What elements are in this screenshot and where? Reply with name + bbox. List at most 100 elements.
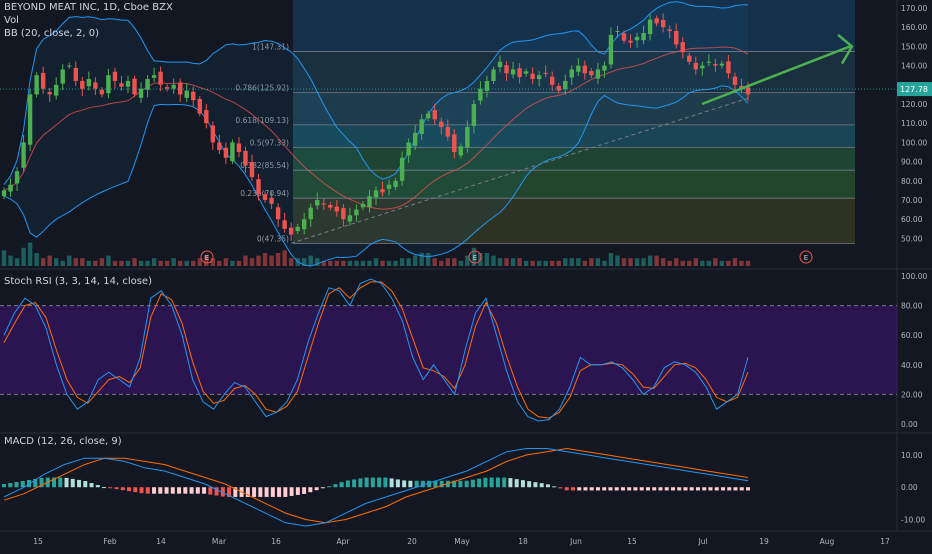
candle-body	[628, 40, 633, 43]
macd-histogram-bar	[202, 487, 207, 494]
candle-body	[517, 68, 522, 78]
macd-histogram-bar	[739, 487, 744, 491]
price-axis-tick: 70.00	[901, 196, 923, 205]
volume-bar	[171, 258, 176, 266]
volume-bar	[40, 258, 46, 266]
volume-bar	[334, 260, 340, 266]
time-axis-tick: Apr	[337, 537, 351, 546]
earnings-marker	[200, 250, 214, 264]
candle-body	[484, 80, 490, 91]
candle-body	[700, 65, 705, 69]
macd-histogram-bar	[620, 487, 625, 491]
volume-bar	[112, 260, 118, 266]
volume-bar	[504, 258, 509, 266]
macd-histogram-bar	[664, 487, 669, 491]
candle-body	[726, 61, 731, 74]
candle-body	[204, 110, 209, 124]
price-axis-tick: 170.00	[901, 4, 927, 13]
volume-bar	[27, 242, 33, 266]
volume-bar	[204, 255, 209, 266]
candle-body	[634, 36, 640, 41]
volume-bar	[86, 260, 92, 266]
candle-body	[556, 85, 561, 91]
candle-body	[654, 18, 659, 24]
macd-histogram-bar	[177, 487, 182, 494]
time-axis-tick: Aug	[820, 537, 835, 546]
candle-body	[197, 99, 202, 114]
candle-body	[386, 184, 392, 189]
price-axis-tick: 160.00	[901, 23, 927, 32]
candle-body	[491, 69, 496, 81]
candle-body	[693, 62, 698, 70]
macd-histogram-bar	[314, 487, 319, 491]
volume-bar	[608, 253, 614, 266]
volume-bar	[719, 260, 725, 266]
time-axis-tick: 14	[156, 537, 166, 546]
stoch-axis-tick: 20.00	[901, 390, 923, 399]
macd-histogram-bar	[133, 487, 138, 493]
candle-body	[178, 82, 183, 95]
volume-bar	[21, 247, 26, 266]
macd-histogram-bar	[89, 483, 94, 488]
candle-body	[523, 71, 529, 74]
volume-bar	[1, 250, 7, 266]
volume-bar	[354, 260, 359, 266]
chart-title: BEYOND MEAT INC, 1D, Cboe BZX	[4, 2, 173, 13]
candle-body	[67, 65, 72, 67]
macd-histogram-bar	[302, 487, 307, 494]
volume-bar	[328, 260, 333, 266]
macd-histogram-bar	[70, 478, 75, 488]
candle-body	[308, 207, 313, 220]
candle-body	[713, 64, 718, 66]
macd-histogram-bar	[627, 487, 632, 491]
macd-histogram-bar	[189, 487, 194, 494]
candle-body	[536, 75, 542, 80]
candle-body	[230, 142, 235, 162]
macd-histogram-bar	[633, 487, 638, 491]
candle-body	[615, 31, 620, 33]
price-axis-tick: 50.00	[901, 234, 923, 243]
candle-body	[151, 75, 157, 78]
macd-histogram-bar	[595, 487, 600, 491]
macd-histogram-bar	[495, 477, 500, 488]
volume-bar	[621, 258, 627, 266]
volume-bar	[419, 253, 424, 266]
candle-body	[687, 55, 692, 62]
candle-body	[34, 75, 39, 95]
price-axis-tick: 60.00	[901, 215, 923, 224]
fib-level-label: 0.382(85.54)	[240, 161, 289, 170]
macd-histogram-bar	[264, 487, 269, 497]
time-axis-tick: 16	[271, 537, 281, 546]
macd-histogram-bar	[652, 487, 657, 491]
volume-bar	[60, 260, 65, 266]
volume-bar	[230, 260, 235, 266]
volume-bar	[628, 258, 633, 266]
macd-histogram-bar	[708, 487, 713, 491]
candle-body	[445, 127, 450, 137]
volume-bar	[34, 253, 39, 266]
macd-signal-line	[3, 447, 749, 524]
candle-body	[236, 143, 242, 152]
candle-body	[426, 113, 431, 119]
candle-body	[595, 69, 601, 79]
macd-histogram-bar	[570, 487, 575, 491]
volume-bar	[576, 258, 581, 266]
candle-body	[393, 180, 398, 187]
volume-bar	[223, 258, 229, 266]
volume-bar	[739, 260, 744, 266]
macd-histogram-bar	[527, 481, 532, 488]
macd-histogram-bar	[539, 483, 544, 488]
macd-axis-tick: 0.00	[901, 483, 918, 492]
candle-body	[315, 200, 320, 206]
volume-bar	[119, 260, 124, 266]
macd-histogram-bar	[508, 478, 513, 488]
fib-zone	[293, 0, 855, 52]
candle-body	[569, 69, 574, 78]
volume-bar	[432, 258, 437, 266]
candle-body	[680, 42, 685, 53]
volume-bar	[726, 260, 731, 266]
macd-histogram-bar	[183, 487, 188, 494]
volume-bar	[543, 260, 548, 266]
volume-bar	[151, 258, 157, 266]
